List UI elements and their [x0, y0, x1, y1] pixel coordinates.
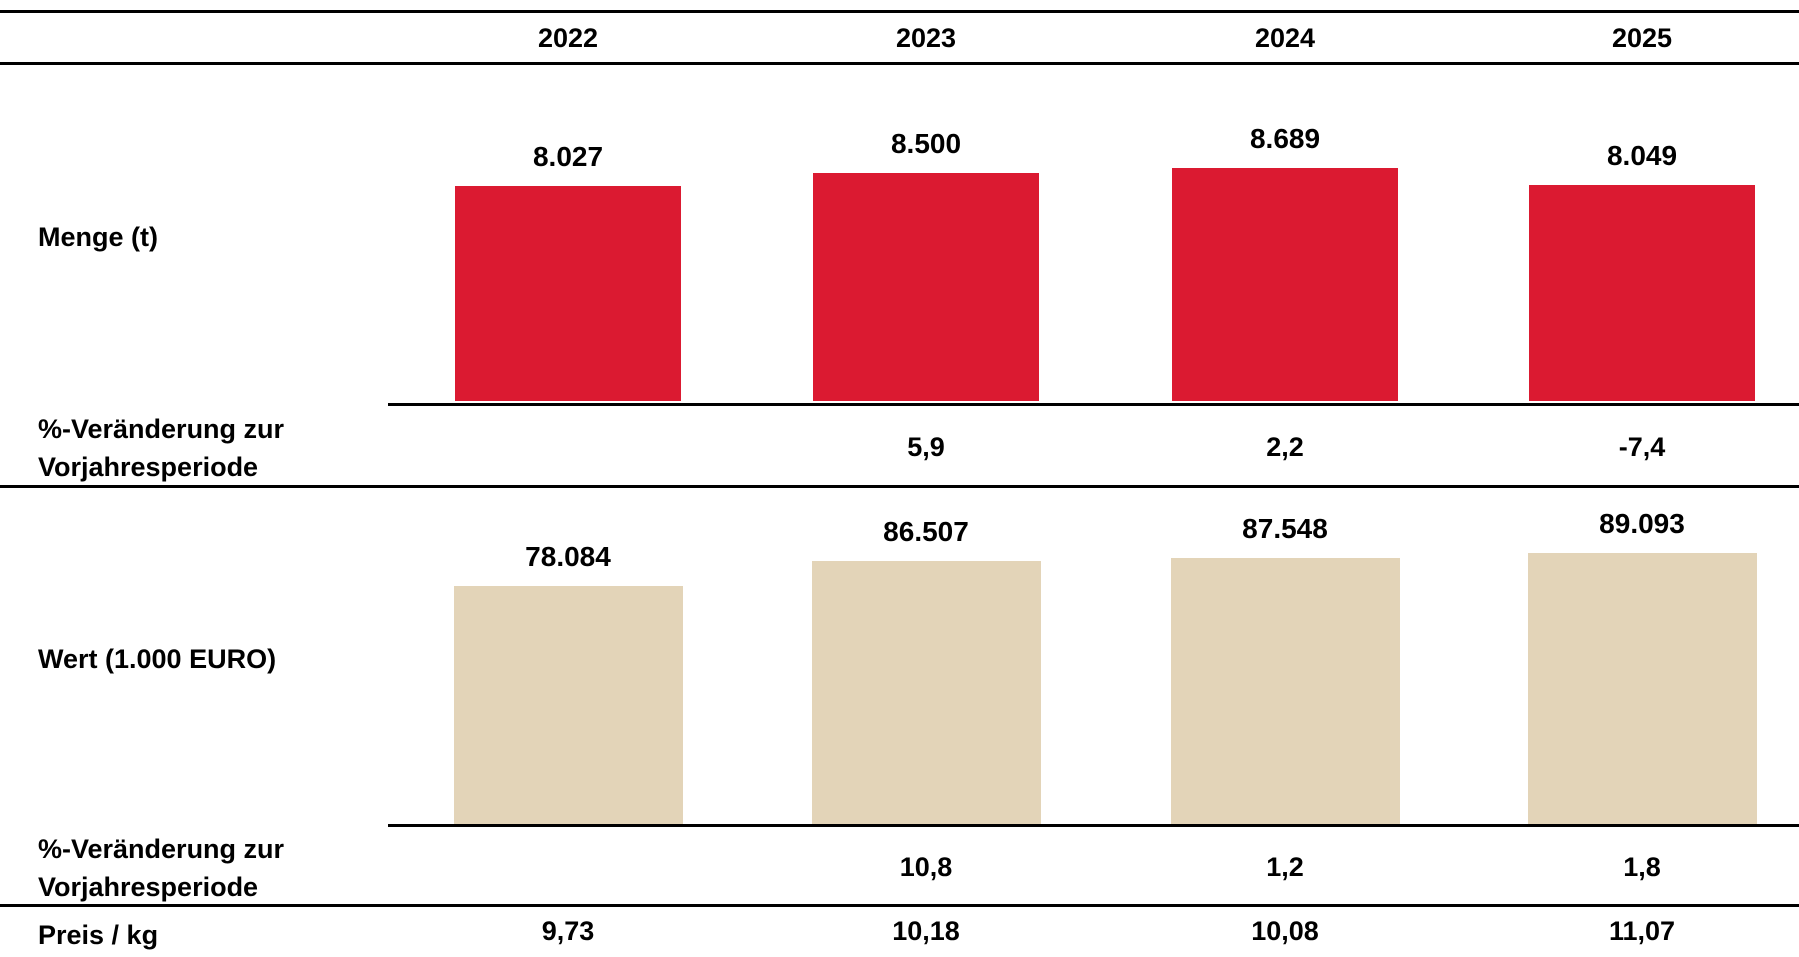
menge-value-label-2025: 8.049 [1606, 140, 1678, 172]
menge-change-label-line1: %-Veränderung zur [38, 414, 285, 444]
menge-value-label-2022: 8.027 [532, 140, 604, 172]
price-2023: 10,18 [892, 916, 960, 946]
wert-change-2025: 1,8 [1623, 852, 1661, 882]
year-header-2024: 2024 [1254, 23, 1316, 53]
price-2024: 10,08 [1251, 916, 1319, 946]
menge-bar-2022 [455, 185, 681, 401]
wert-value-label-2024: 87.548 [1242, 512, 1328, 544]
wert-bar-2025 [1527, 553, 1757, 824]
wert-bar-2023 [811, 560, 1041, 824]
wert-change-label-line2: Vorjahresperiode [38, 872, 259, 902]
wert-value-label-2025: 89.093 [1599, 508, 1685, 539]
price-label: Preis / kg [38, 920, 159, 950]
menge-bar-2023 [813, 173, 1039, 401]
year-header-2022: 2022 [537, 23, 599, 53]
wert-change-2024: 1,2 [1266, 852, 1304, 882]
wert-section-rule [0, 904, 1799, 907]
wert-value-label-2023: 86.507 [883, 515, 969, 547]
menge-section-rule [0, 485, 1799, 488]
menge-change-2025: -7,4 [1618, 432, 1666, 462]
wert-bar-2024 [1170, 557, 1400, 824]
menge-bar-2024 [1172, 168, 1398, 401]
wert-bar-2022 [453, 586, 683, 824]
price-2022: 9,73 [541, 916, 595, 946]
wert-label: Wert (1.000 EURO) [38, 644, 277, 674]
wert-baseline [388, 824, 1799, 827]
header-rule [0, 62, 1799, 65]
menge-bar-2025 [1529, 185, 1755, 401]
menge-change-label-line2: Vorjahresperiode [38, 452, 259, 482]
year-header-2025: 2025 [1611, 23, 1673, 53]
year-header-2023: 2023 [895, 23, 957, 53]
menge-change-2024: 2,2 [1266, 432, 1304, 462]
menge-value-label-2024: 8.689 [1249, 123, 1321, 154]
top-rule [0, 10, 1799, 13]
menge-label: Menge (t) [38, 222, 158, 252]
price-2025: 11,07 [1608, 916, 1676, 946]
wert-value-label-2022: 78.084 [525, 541, 611, 573]
menge-baseline [388, 403, 1799, 406]
menge-value-label-2023: 8.500 [890, 128, 962, 160]
menge-change-2023: 5,9 [907, 432, 945, 462]
wert-change-label-line1: %-Veränderung zur [38, 834, 285, 864]
wert-change-2023: 10,8 [899, 852, 953, 882]
